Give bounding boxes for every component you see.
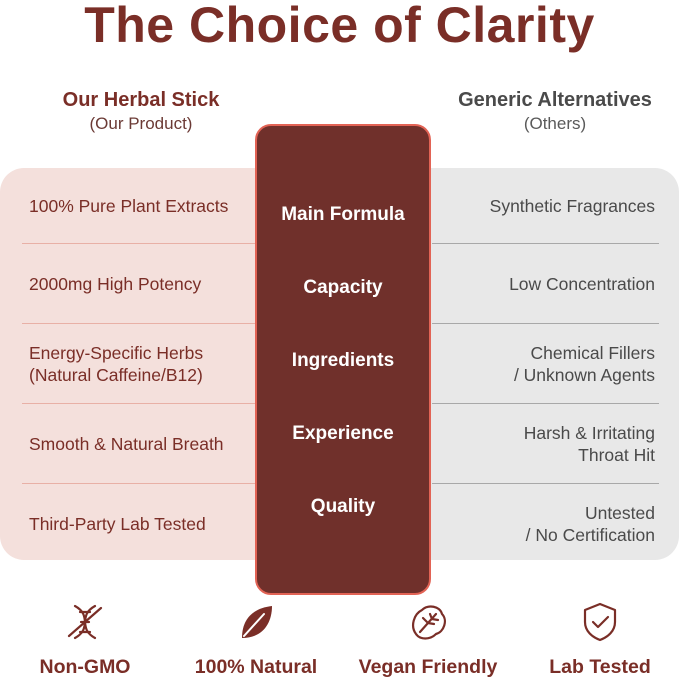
feature-lab-tested: Lab Tested (515, 600, 679, 679)
our-product-sub: (Our Product) (89, 114, 193, 133)
feature-natural: 100% Natural (171, 600, 341, 679)
our-ingredients-line2: (Natural Caffeine/B12) (29, 364, 203, 385)
other-quality-line1: Untested (584, 502, 655, 523)
category-quality: Quality (310, 496, 376, 517)
other-ingredients-line2: / Unknown Agents (513, 364, 655, 385)
other-row-ingredients: Chemical Fillers / Unknown Agents (432, 324, 659, 404)
other-formula-text: Synthetic Fragrances (489, 195, 655, 216)
category-experience: Experience (292, 423, 394, 444)
other-experience-line1: Harsh & Irritating (523, 422, 655, 443)
alternatives-sub: (Others) (523, 114, 587, 133)
alternatives-name: Generic Alternatives (458, 89, 652, 111)
our-experience-text: Smooth & Natural Breath (29, 433, 224, 454)
feature-non-gmo: Non-GMO (0, 600, 170, 679)
our-product-rows: 100% Pure Plant Extracts 2000mg High Pot… (22, 168, 260, 563)
our-row-quality: Third-Party Lab Tested (22, 484, 260, 563)
other-experience-line2: Throat Hit (578, 444, 655, 465)
feature-label-natural: 100% Natural (194, 656, 318, 678)
other-row-quality: Untested / No Certification (432, 484, 659, 563)
our-row-experience: Smooth & Natural Breath (22, 404, 260, 484)
our-product-header: Our Herbal Stick (Our Product) (10, 88, 272, 136)
alternatives-panel (400, 168, 679, 560)
feature-vegan: Vegan Friendly (343, 600, 513, 679)
our-product-name: Our Herbal Stick (62, 89, 220, 111)
category-main-formula: Main Formula (281, 204, 405, 225)
other-row-formula: Synthetic Fragrances (432, 168, 659, 244)
our-row-capacity: 2000mg High Potency (22, 244, 260, 324)
feature-label-vegan: Vegan Friendly (358, 656, 498, 678)
leaf-icon (242, 606, 272, 638)
category-capacity: Capacity (303, 277, 383, 298)
shield-check-icon (583, 602, 617, 642)
our-row-ingredients: Energy-Specific Herbs (Natural Caffeine/… (22, 324, 260, 404)
our-formula-text: 100% Pure Plant Extracts (29, 195, 229, 216)
other-capacity-text: Low Concentration (509, 273, 655, 294)
dna-icon (67, 604, 103, 640)
alternatives-header: Generic Alternatives (Others) (430, 88, 679, 136)
other-ingredients-line1: Chemical Fillers (530, 342, 655, 363)
page-title: The Choice of Clarity (84, 0, 595, 53)
other-row-experience: Harsh & Irritating Throat Hit (432, 404, 659, 484)
feature-label-non-gmo: Non-GMO (39, 656, 131, 678)
our-ingredients-line1: Energy-Specific Herbs (29, 342, 204, 363)
other-quality-line2: / No Certification (525, 524, 655, 545)
our-row-formula: 100% Pure Plant Extracts (22, 168, 260, 244)
feature-label-lab-tested: Lab Tested (549, 656, 651, 678)
category-column: Main Formula Capacity Ingredients Experi… (255, 124, 431, 595)
our-product-panel (0, 168, 300, 560)
vegan-leaf-icon (412, 605, 446, 640)
our-capacity-text: 2000mg High Potency (29, 273, 202, 294)
alternatives-rows: Synthetic Fragrances Low Concentration C… (432, 168, 659, 563)
other-row-capacity: Low Concentration (432, 244, 659, 324)
category-ingredients: Ingredients (291, 350, 395, 371)
our-quality-text: Third-Party Lab Tested (29, 513, 206, 534)
